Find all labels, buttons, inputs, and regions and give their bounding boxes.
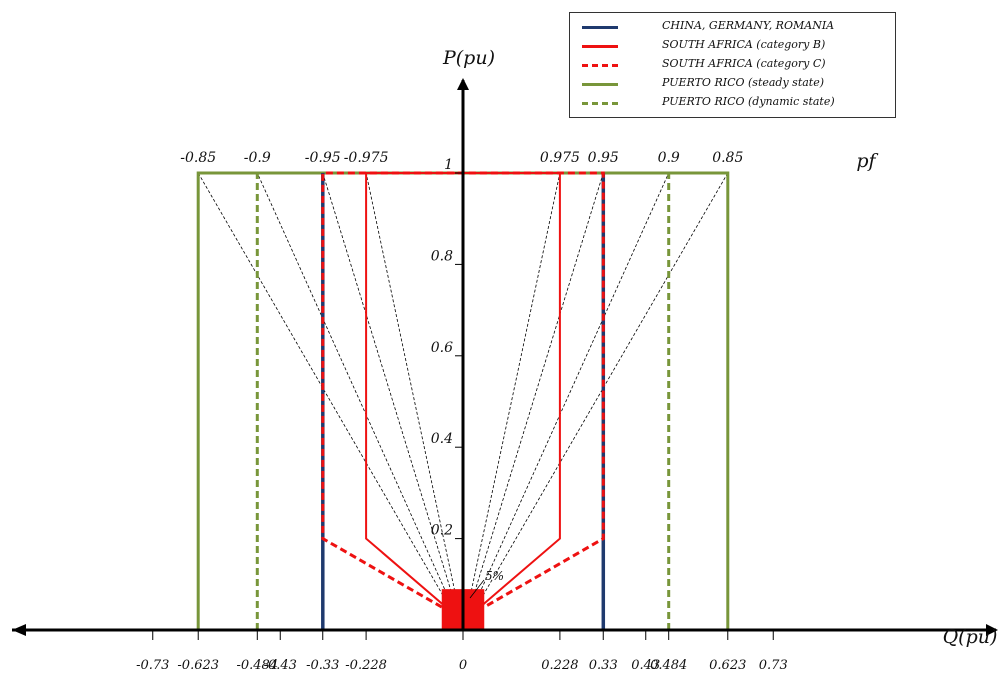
legend-label-3: PUERTO RICO (steady state) (662, 76, 825, 89)
legend-label-4: PUERTO RICO (dynamic state) (662, 95, 835, 108)
pf-tick-label-6: 0.9 (658, 150, 680, 166)
y-tick-label-4: 1 (444, 157, 453, 173)
legend-swatch-4 (582, 102, 618, 105)
x-tick-label-12: 0.73 (759, 658, 788, 673)
y-tick-label-1: 0.4 (431, 431, 453, 447)
x-tick-label-2: -0.484 (236, 658, 278, 673)
y-tick-label-0: 0.2 (431, 523, 453, 539)
legend-label-0: CHINA, GERMANY, ROMANIA (662, 19, 835, 32)
pf-tick-label-1: -0.9 (244, 150, 271, 166)
pf-guide-lines (197, 172, 729, 631)
legend-label-1: SOUTH AFRICA (category B) (662, 38, 826, 51)
tick-labels: -0.73 -0.623 -0.484-0.43 -0.33 -0.228 0 0.228 0… (136, 47, 997, 673)
legend-item-3: PUERTO RICO (steady state) (570, 75, 895, 93)
pf-tick-label-7: 0.85 (712, 150, 743, 166)
legend-swatch-0 (582, 26, 618, 29)
pf-tick-label-5: 0.95 (588, 150, 619, 166)
legend-label-2: SOUTH AFRICA (category C) (662, 57, 826, 70)
x-tick-label-4: -0.33 (306, 658, 339, 673)
legend-item-0: CHINA, GERMANY, ROMANIA (570, 18, 895, 36)
pf-tick-label-0: -0.85 (180, 150, 216, 166)
y-tick-label-2: 0.6 (431, 340, 453, 356)
x-axis-left-arrow (12, 624, 26, 636)
pf-guide-line-6 (462, 172, 670, 631)
pf-guide-line-7 (462, 172, 729, 631)
legend: CHINA, GERMANY, ROMANIA SOUTH AFRICA (cat… (569, 12, 896, 118)
x-tick-label-1: -0.623 (177, 658, 219, 673)
pf-guide-line-4 (462, 172, 561, 631)
legend-swatch-3 (582, 83, 618, 86)
legend-item-2: SOUTH AFRICA (category C) (570, 56, 895, 74)
axes (12, 78, 998, 640)
pf-tick-label-3: -0.975 (344, 150, 389, 166)
x-tick-label-10: 0.484 (650, 658, 687, 673)
x-tick-label-3: -0.43 (264, 658, 297, 673)
pf-guide-line-0 (197, 172, 464, 631)
x-tick-label-0: -0.73 (136, 658, 169, 673)
x-tick-label-7: 0.228 (541, 658, 578, 673)
y-tick-label-3: 0.8 (431, 248, 453, 264)
legend-item-4: PUERTO RICO (dynamic state) (570, 94, 895, 112)
legend-item-1: SOUTH AFRICA (category B) (570, 37, 895, 55)
x-tick-label-8: 0.33 (589, 658, 618, 673)
legend-swatch-2 (582, 64, 618, 67)
pf-tick-label-2: -0.95 (305, 150, 341, 166)
y-axis-title: P(pu) (442, 47, 495, 69)
x-tick-label-5: -0.228 (345, 658, 387, 673)
pf-guide-line-3 (365, 172, 464, 631)
pf-guide-line-1 (256, 172, 464, 631)
annotation-leader (469, 579, 485, 599)
x-tick-label-9: 0.43 (631, 658, 660, 673)
x-tick-label-6: 0 (459, 658, 467, 673)
x-axis-title: Q(pu) (943, 626, 998, 648)
legend-swatch-1 (582, 45, 618, 48)
x-tick-label-11: 0.623 (709, 658, 746, 673)
pf-tick-label-4: 0.975 (540, 150, 580, 166)
dead-band-annotation: 5% (485, 569, 504, 583)
pf-label: pf (856, 150, 878, 172)
